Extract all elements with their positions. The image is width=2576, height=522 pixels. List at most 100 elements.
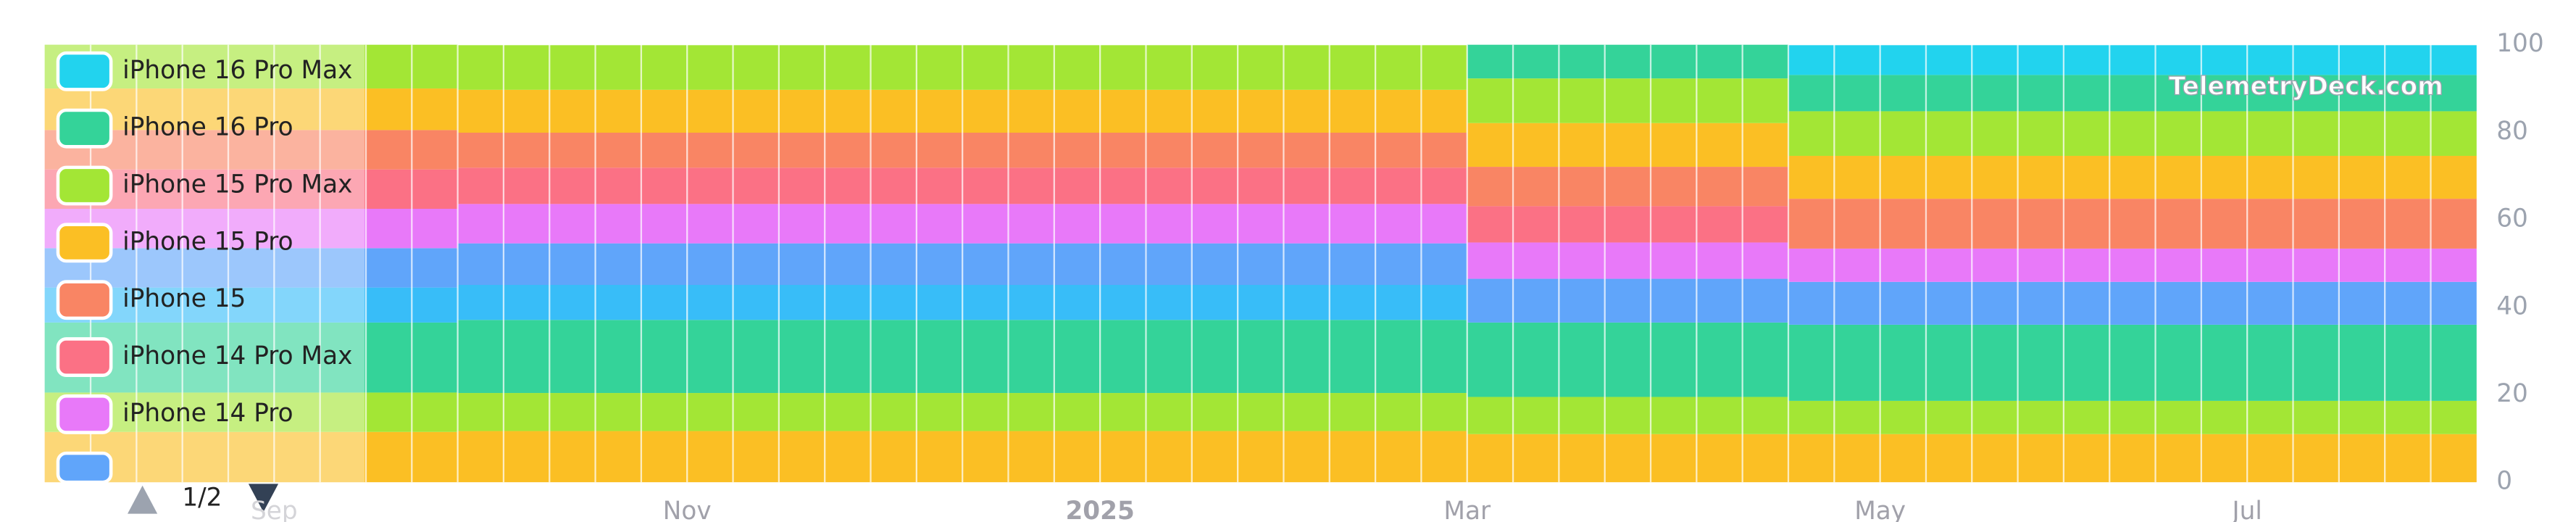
bar-segment bbox=[2293, 434, 2339, 483]
bar-segment bbox=[1788, 248, 1835, 282]
bar-segment bbox=[1421, 320, 1467, 394]
bar-segment bbox=[320, 209, 366, 249]
bar-segment bbox=[457, 89, 504, 133]
bar-segment bbox=[182, 130, 229, 170]
bar-segment bbox=[1513, 78, 1559, 123]
bar-segment bbox=[1696, 397, 1743, 434]
bar-segment bbox=[1651, 434, 1697, 483]
bar-segment bbox=[2338, 199, 2385, 249]
bar-segment bbox=[2430, 75, 2477, 112]
bar-segment bbox=[1421, 204, 1467, 244]
bar-segment bbox=[733, 133, 779, 168]
bar-segment bbox=[1375, 284, 1422, 320]
bar-segment bbox=[1100, 167, 1146, 204]
pager-label: 1/2 bbox=[182, 484, 222, 513]
bar-segment bbox=[412, 44, 458, 89]
bar-segment bbox=[1191, 45, 1238, 90]
bar-segment bbox=[641, 133, 688, 168]
bar-segment bbox=[1925, 45, 1972, 75]
bar-segment bbox=[2201, 199, 2248, 249]
bar-segment bbox=[825, 204, 871, 244]
bar-segment bbox=[1100, 393, 1146, 431]
bar-segment bbox=[1651, 397, 1697, 434]
bar-segment bbox=[595, 89, 641, 133]
bar-segment bbox=[228, 431, 275, 483]
bar-segment bbox=[687, 45, 733, 90]
bar-segment bbox=[595, 284, 641, 320]
bar-segment bbox=[1604, 206, 1651, 243]
bar-segment bbox=[1329, 45, 1376, 90]
bar-segment bbox=[870, 167, 917, 204]
bar-segment bbox=[2430, 434, 2477, 483]
bar-segment bbox=[457, 284, 504, 320]
bar-segment bbox=[182, 431, 229, 483]
bar-segment bbox=[1329, 243, 1376, 285]
bar-segment bbox=[503, 320, 550, 394]
bar-segment bbox=[1972, 199, 2018, 249]
bar-segment bbox=[1834, 155, 1880, 199]
bar-segment bbox=[641, 431, 688, 483]
bar-segment bbox=[1696, 278, 1743, 323]
bar-segment bbox=[1696, 123, 1743, 167]
bar-segment bbox=[2247, 45, 2293, 75]
bar-segment bbox=[1972, 434, 2018, 483]
bar-segment bbox=[1421, 243, 1467, 285]
bar-segment bbox=[687, 431, 733, 483]
bar-segment bbox=[2201, 400, 2248, 434]
bar-segment bbox=[412, 392, 458, 432]
bar-segment bbox=[1283, 133, 1330, 168]
bar-segment bbox=[1283, 167, 1330, 204]
bar-segment bbox=[1696, 242, 1743, 279]
bar-segment bbox=[1559, 434, 1605, 483]
legend-swatch bbox=[56, 280, 113, 320]
bar-segment bbox=[1604, 44, 1651, 79]
bar-segment bbox=[1008, 89, 1054, 133]
bar-segment bbox=[870, 284, 917, 320]
bar-segment bbox=[228, 287, 275, 323]
pager-down[interactable] bbox=[248, 484, 279, 513]
bar-segment bbox=[1329, 431, 1376, 483]
y-tick-label: 20 bbox=[2496, 379, 2528, 408]
bar-segment bbox=[595, 243, 641, 285]
bar-segment bbox=[2338, 324, 2385, 401]
bar-segment bbox=[1788, 324, 1835, 401]
bar-segment bbox=[1651, 242, 1697, 279]
bar-segment bbox=[1742, 167, 1788, 207]
bar-segment bbox=[1191, 133, 1238, 168]
bar-segment bbox=[228, 88, 275, 130]
bar-segment bbox=[1788, 155, 1835, 199]
bar-segment bbox=[1375, 89, 1422, 133]
bar-segment bbox=[136, 431, 183, 483]
bar-segment bbox=[1972, 155, 2018, 199]
legend: iPhone 16 Pro Max iPhone 16 Pro iPhone 15 … bbox=[56, 51, 352, 484]
bar-segment bbox=[1513, 397, 1559, 434]
bar-segment bbox=[549, 45, 596, 90]
bar-segment bbox=[778, 167, 825, 204]
bar-segment bbox=[1559, 322, 1605, 397]
bar-segment bbox=[825, 431, 871, 483]
bar-segment bbox=[365, 88, 412, 130]
bar-segment bbox=[1742, 434, 1788, 483]
bar-segment bbox=[778, 243, 825, 285]
bar-segment bbox=[2385, 324, 2431, 401]
bar-segment bbox=[1513, 44, 1559, 79]
y-tick-label: 80 bbox=[2496, 117, 2528, 146]
bar-segment bbox=[365, 431, 412, 483]
pager-up[interactable] bbox=[128, 485, 158, 514]
bar-segment bbox=[1238, 320, 1284, 394]
bar-segment bbox=[733, 89, 779, 133]
bar-segment bbox=[1238, 431, 1284, 483]
bar-segment bbox=[1375, 133, 1422, 168]
bar-segment bbox=[2338, 75, 2385, 112]
bar-segment bbox=[1467, 78, 1514, 123]
bar-segment bbox=[1742, 242, 1788, 279]
bar-segment bbox=[870, 204, 917, 244]
bar-segment bbox=[1191, 393, 1238, 431]
bar-segment bbox=[1972, 111, 2018, 156]
bar-segment bbox=[1008, 243, 1054, 285]
x-tick-label: 2025 bbox=[1065, 497, 1134, 522]
legend-swatch bbox=[56, 51, 113, 91]
bar-segment bbox=[733, 167, 779, 204]
bar-segment bbox=[778, 89, 825, 133]
bar-segment bbox=[1696, 434, 1743, 483]
